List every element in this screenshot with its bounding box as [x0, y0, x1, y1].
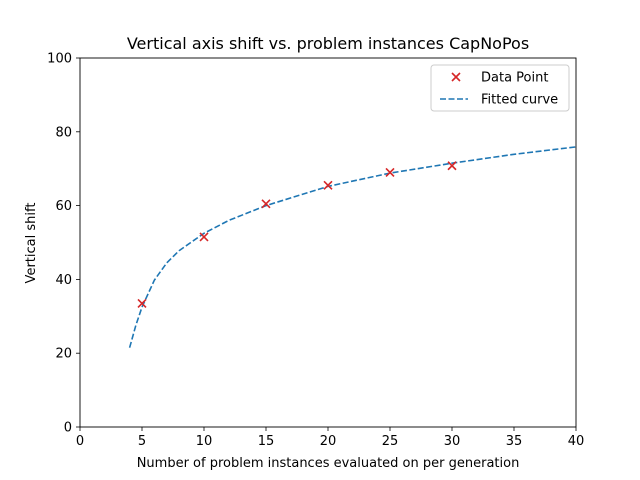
x-tick-label: 35	[506, 434, 523, 449]
y-tick-label: 0	[64, 421, 72, 436]
x-tick-label: 15	[258, 434, 275, 449]
chart-title: Vertical axis shift vs. problem instance…	[127, 34, 529, 53]
data-point-marker	[261, 199, 271, 209]
x-tick-label: 30	[444, 434, 461, 449]
data-point-marker	[447, 161, 457, 171]
x-axis-label: Number of problem instances evaluated on…	[137, 456, 520, 471]
x-tick-label: 5	[138, 434, 146, 449]
x-tick-label: 10	[196, 434, 213, 449]
data-point-marker	[137, 298, 147, 308]
y-tick-label: 80	[55, 125, 72, 140]
y-tick-label: 60	[55, 199, 72, 214]
plot-area: 0 5 10 15 20 25 30 35 40 0 20 40 60 80 100	[47, 52, 584, 450]
x-tick-label: 25	[382, 434, 399, 449]
data-point-marker	[199, 232, 209, 242]
y-tick-label: 100	[47, 52, 72, 67]
x-tick-label: 0	[76, 434, 84, 449]
y-tick-label: 20	[55, 347, 72, 362]
legend-label: Fitted curve	[481, 93, 558, 108]
legend-label: Data Point	[481, 71, 548, 86]
y-tick-label: 40	[55, 273, 72, 288]
x-tick-label: 40	[568, 434, 585, 449]
legend: Data Point Fitted curve	[430, 64, 570, 112]
fitted-curve-line	[128, 146, 577, 348]
data-point-marker	[323, 180, 333, 190]
legend-marker-data-point	[451, 72, 461, 82]
data-point-marker	[385, 167, 395, 177]
y-axis-label: Vertical shift	[24, 203, 39, 284]
axes-frame	[79, 57, 577, 428]
x-tick-label: 20	[320, 434, 337, 449]
